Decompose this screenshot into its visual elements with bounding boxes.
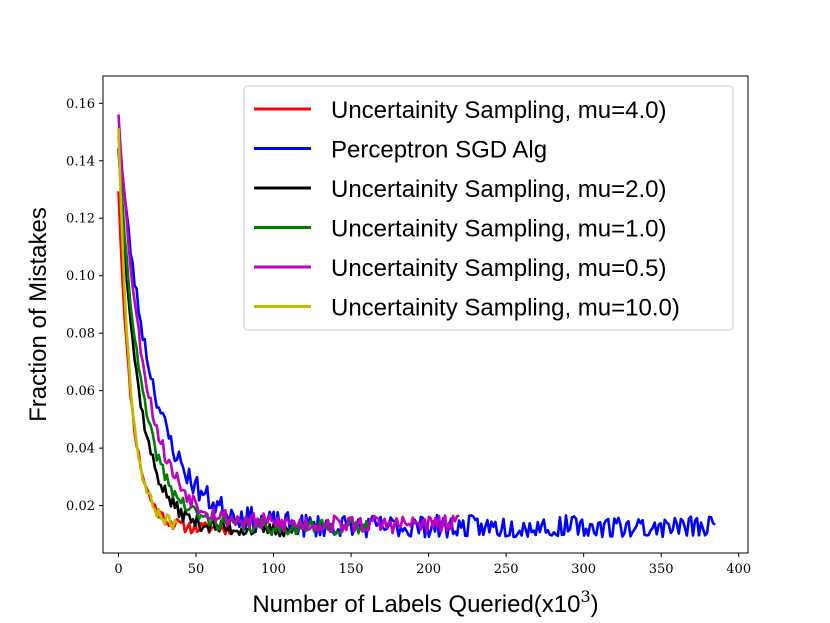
series-layer	[117, 114, 716, 539]
legend-entry-label: Uncertainity Sampling, mu=4.0)	[331, 97, 666, 124]
x-tick-label: 150	[339, 562, 364, 577]
legend-entry-label: Uncertainity Sampling, mu=1.0)	[331, 216, 666, 243]
legend-box	[243, 85, 734, 331]
y-tick-label: 0.08	[66, 327, 95, 342]
legend-entry-label: Uncertainity Sampling, mu=2.0)	[331, 176, 666, 203]
y-tick-label: 0.06	[66, 384, 95, 399]
x-tick-label: 300	[571, 562, 596, 577]
y-tick-label: 0.02	[66, 499, 95, 514]
legend-entry-label: Perceptron SGD Alg	[331, 137, 547, 164]
plot-frame	[102, 75, 749, 554]
x-axis-label: Number of Labels Queried(x103)	[252, 587, 598, 618]
y-axis-ticks: 0.02 0.04 0.06 0.08 0.10 0.12 0.14 0.16	[66, 97, 103, 514]
y-tick-label: 0.16	[66, 97, 95, 112]
x-tick-label: 250	[494, 562, 519, 577]
x-tick-label: 100	[261, 562, 286, 577]
series-line	[117, 148, 370, 536]
y-tick-label: 0.10	[66, 269, 95, 284]
y-tick-label: 0.12	[66, 212, 95, 227]
series-line	[117, 114, 460, 535]
x-tick-label: 0	[114, 562, 122, 577]
x-axis-label-exponent: 3	[580, 587, 590, 606]
x-tick-label: 50	[188, 562, 205, 577]
y-axis-label: Fraction of Mistakes	[25, 207, 52, 422]
x-tick-label: 350	[649, 562, 674, 577]
legend-entry-label: Uncertainity Sampling, mu=10.0)	[331, 295, 680, 322]
x-tick-label: 200	[416, 562, 441, 577]
y-tick-label: 0.04	[66, 442, 95, 457]
x-axis-ticks: 0 50 100 150 200 250 300 350 400	[114, 553, 751, 577]
legend: Uncertainity Sampling, mu=4.0) Perceptron…	[243, 85, 734, 331]
legend-entry-label: Uncertainity Sampling, mu=0.5)	[331, 255, 666, 282]
x-tick-label: 400	[726, 562, 751, 577]
y-tick-label: 0.14	[66, 154, 95, 169]
series-line	[117, 127, 179, 530]
